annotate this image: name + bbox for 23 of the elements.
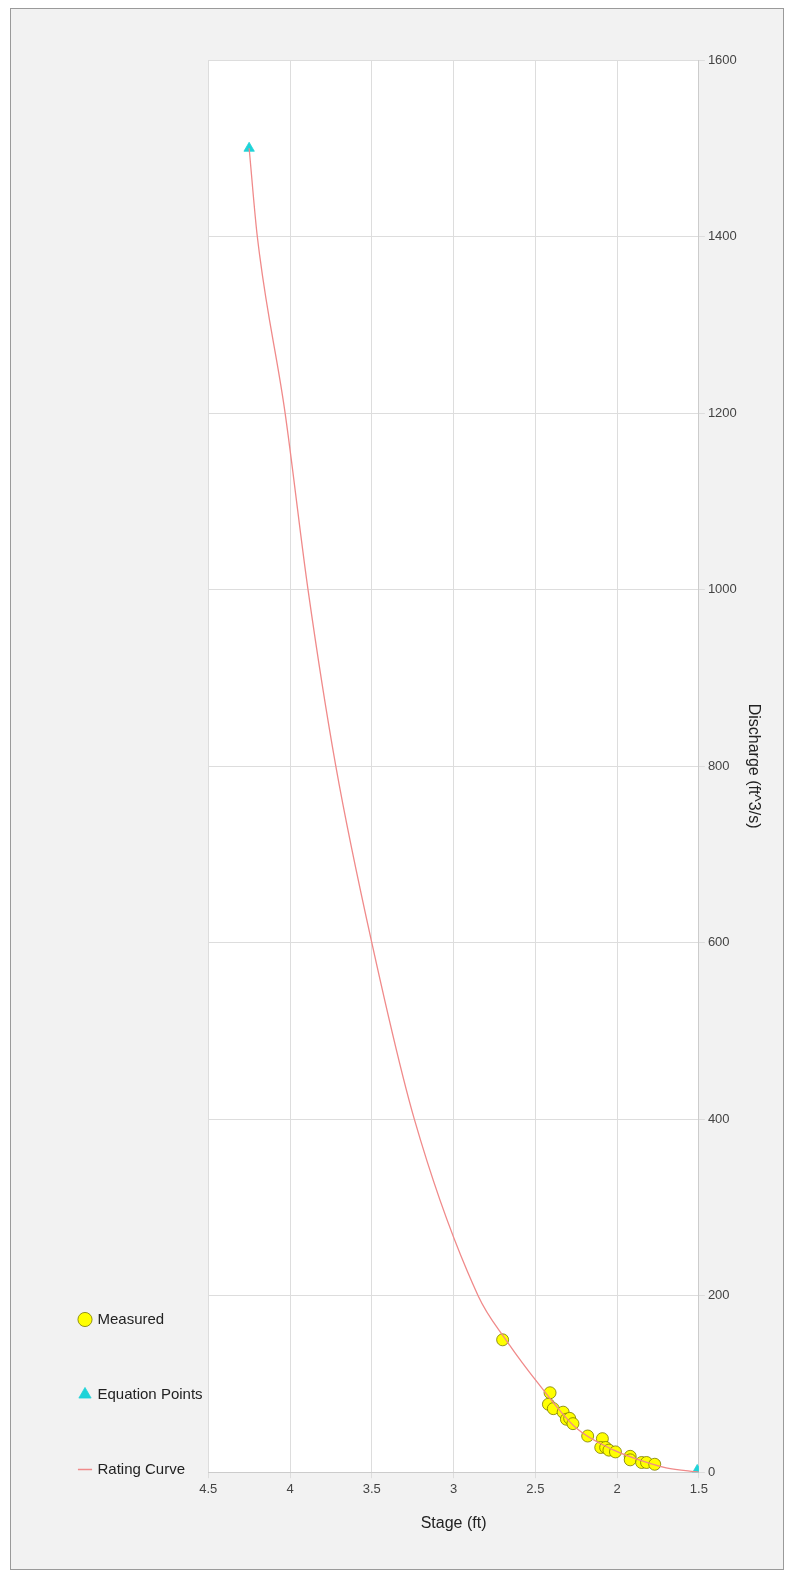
point <box>566 1417 580 1431</box>
x-tick-label: 2 <box>613 1480 621 1496</box>
y-tick-label: 600 <box>707 934 730 950</box>
y-tick-label: 1200 <box>707 404 737 420</box>
y-tick-label: 800 <box>707 757 730 773</box>
x-tick-label: 3 <box>449 1480 458 1496</box>
legend-label: Rating Curve <box>97 1459 186 1477</box>
y-tick-label: 1400 <box>707 228 737 244</box>
x-tick-label: 4 <box>286 1480 294 1496</box>
x-axis-title: Stage (ft) <box>420 1513 487 1531</box>
y-tick-label: 1000 <box>707 581 737 597</box>
x-tick-label: 2.5 <box>526 1480 545 1496</box>
y-tick-label: 200 <box>707 1287 730 1303</box>
y-tick-label: 400 <box>707 1110 730 1126</box>
x-tick-label: 3.5 <box>362 1480 381 1496</box>
point <box>243 141 255 152</box>
y-tick-label: 0 <box>707 1463 716 1479</box>
y-axis-title: Discharge (ft^3/s) <box>745 703 763 829</box>
x-tick-label: 1.5 <box>689 1480 708 1496</box>
y-tick-label: 1600 <box>707 51 737 67</box>
legend-label: Measured <box>97 1309 165 1327</box>
x-tick-label: 4.5 <box>199 1480 218 1496</box>
legend-label: Equation Points <box>97 1384 203 1402</box>
